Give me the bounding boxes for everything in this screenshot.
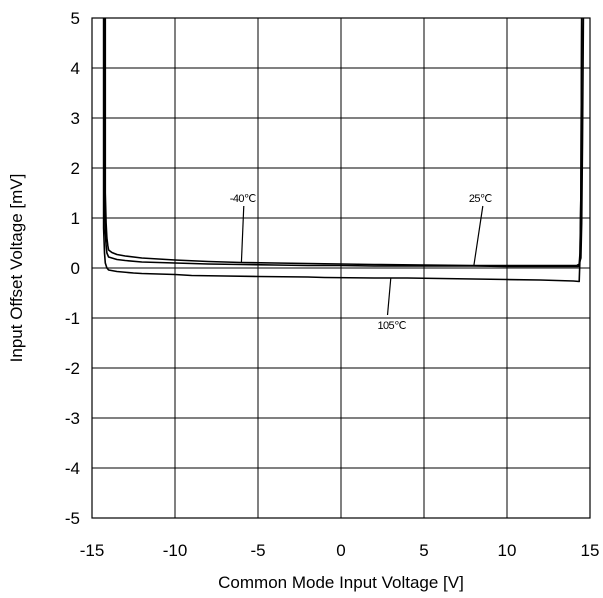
x-tick-label: -15 — [80, 541, 105, 560]
y-tick-label: 1 — [71, 209, 80, 228]
y-tick-label: 0 — [71, 259, 80, 278]
y-tick-label: -4 — [65, 459, 80, 478]
x-tick-label: -10 — [163, 541, 188, 560]
series-line-2 — [103, 17, 585, 268]
annotation-label: -40℃ — [230, 193, 256, 205]
x-tick-label: 10 — [498, 541, 517, 560]
x-tick-label: 0 — [336, 541, 345, 560]
annotation-leader — [386, 277, 392, 316]
y-tick-label: -5 — [65, 509, 80, 528]
x-tick-label: 15 — [581, 541, 600, 560]
series-line-1 — [104, 17, 583, 267]
annotation-leader — [240, 205, 245, 263]
grid — [91, 17, 591, 519]
x-axis-label: Common Mode Input Voltage [V] — [218, 573, 464, 592]
x-tick-labels: -15 -10 -5 0 5 10 15 — [80, 541, 600, 560]
y-tick-label: 5 — [71, 9, 80, 28]
y-tick-label: -2 — [65, 359, 80, 378]
annotation-label: 25℃ — [469, 193, 492, 205]
series-line-3 — [102, 17, 583, 283]
plot-border — [91, 17, 591, 519]
plot-frame — [91, 17, 591, 519]
annotation-layer: -40℃ 25℃ 105℃ — [230, 193, 493, 332]
y-tick-label: -3 — [65, 409, 80, 428]
y-tick-label: 4 — [71, 59, 80, 78]
y-tick-label: -1 — [65, 309, 80, 328]
y-axis-label: Input Offset Voltage [mV] — [7, 174, 26, 363]
y-tick-labels: -5 -4 -3 -2 -1 0 1 2 3 4 5 — [65, 9, 80, 528]
y-tick-label: 2 — [71, 159, 80, 178]
annotation-leader — [473, 205, 484, 267]
series-layer — [102, 17, 585, 283]
y-tick-label: 3 — [71, 109, 80, 128]
x-tick-label: -5 — [250, 541, 265, 560]
x-tick-label: 5 — [419, 541, 428, 560]
annotation-label: 105℃ — [378, 320, 407, 332]
